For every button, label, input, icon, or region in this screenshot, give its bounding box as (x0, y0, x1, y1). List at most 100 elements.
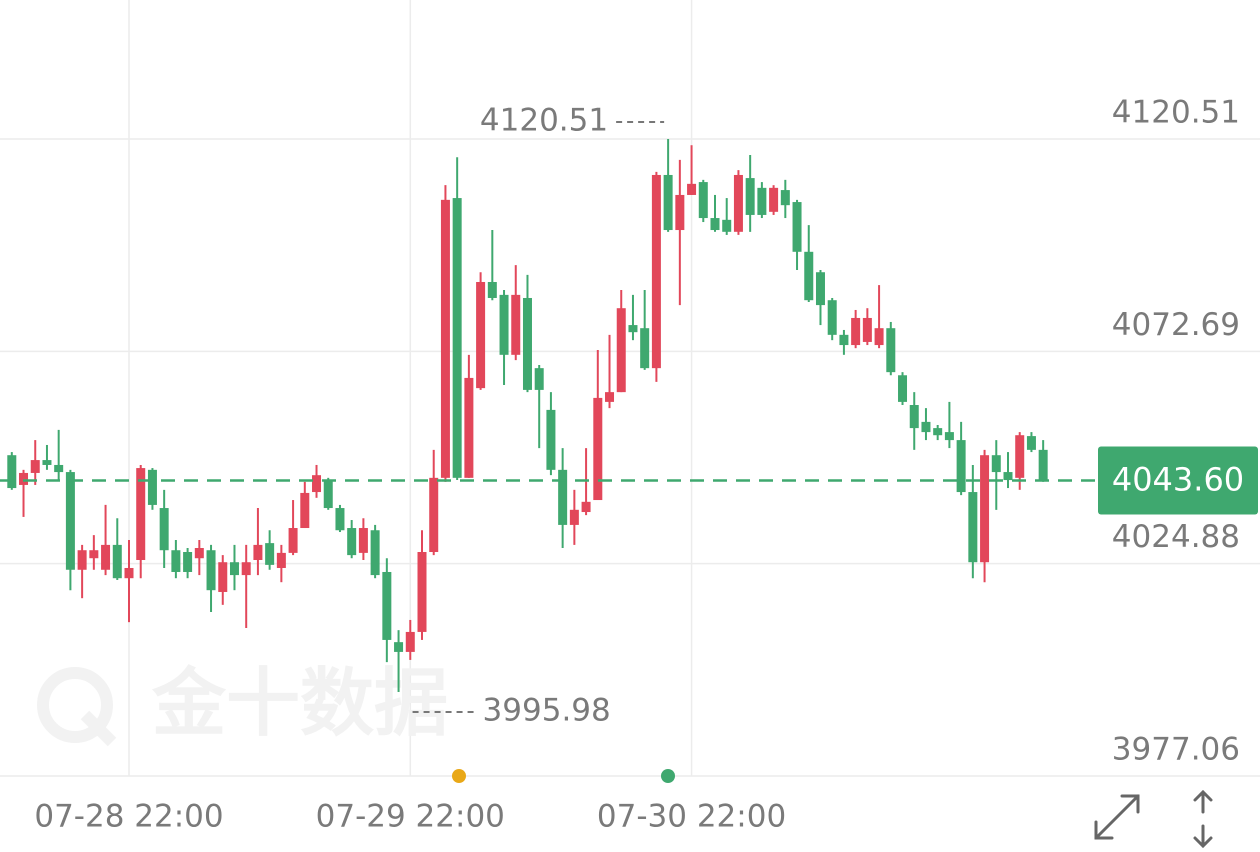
candle-body (1038, 449, 1048, 481)
candle-body (30, 460, 40, 473)
candle-body (909, 405, 919, 429)
candle-body (335, 508, 345, 531)
candle-body (7, 455, 17, 489)
last-price-label: 4043.60 (1112, 461, 1244, 499)
candle-body (980, 455, 990, 563)
candle-body (651, 174, 661, 369)
candle-body (487, 281, 497, 298)
event-dot[interactable] (452, 769, 466, 783)
candle-body (733, 174, 743, 232)
candle-body (628, 325, 638, 333)
candle-body (323, 480, 333, 509)
candle-body (1026, 436, 1036, 450)
candle-body (265, 543, 275, 565)
candle-body (241, 562, 251, 576)
candle-body (968, 492, 978, 563)
candle-body (546, 409, 556, 470)
candle-body (65, 472, 75, 570)
candle-body (417, 552, 427, 632)
candle-body (440, 199, 450, 478)
candle-body (675, 194, 685, 231)
candle-body (147, 469, 157, 505)
min-label: 3995.98 (483, 692, 611, 728)
candle-body (862, 317, 872, 342)
candle-body (569, 509, 579, 525)
watermark-logo (37, 667, 117, 747)
candle-body (769, 187, 779, 212)
candle-body (183, 552, 193, 572)
candle-body (804, 251, 814, 301)
watermark: 金十数据 (152, 661, 448, 747)
candle-body (89, 550, 99, 559)
candle-body (710, 218, 720, 231)
candle-body (593, 397, 603, 501)
candle-body (136, 468, 146, 560)
candle-body (429, 477, 439, 553)
candle-body (851, 317, 861, 346)
candle-body (499, 294, 509, 355)
candle-body (112, 544, 122, 579)
candle-body (745, 178, 755, 215)
candle-body (792, 202, 802, 252)
y-tick-label: 4024.88 (1112, 519, 1240, 555)
max-label: 4120.51 (480, 102, 608, 138)
candle-body (534, 368, 544, 390)
candle-body (370, 530, 380, 576)
candle-body (276, 552, 286, 568)
fullscreen-icon[interactable] (1094, 794, 1140, 840)
candle-body (312, 475, 322, 493)
candle-body (452, 198, 462, 478)
y-tick-label: 3977.06 (1112, 732, 1240, 768)
candle-body (394, 642, 404, 652)
candle-body (77, 550, 87, 570)
candle-body (991, 455, 1001, 473)
candle-body (54, 464, 64, 473)
candle-body (757, 187, 767, 215)
candle-body (464, 377, 474, 478)
candle-body (347, 528, 357, 556)
candle-body (300, 492, 310, 529)
last-price-tag (1098, 446, 1258, 515)
candle-body (874, 328, 884, 346)
candle-body (933, 428, 943, 436)
candle-body (605, 392, 615, 402)
candle-body (42, 460, 52, 465)
candle-body (581, 501, 591, 513)
candle-body (171, 550, 181, 572)
candle-body (19, 472, 29, 485)
candle-body (218, 562, 228, 592)
candle-body (405, 631, 415, 652)
candle-body (886, 328, 896, 373)
event-dot[interactable] (661, 769, 675, 783)
candle-body (1015, 435, 1025, 478)
x-tick-label: 07-30 22:00 (597, 799, 786, 835)
candle-body (921, 421, 931, 433)
candle-body (839, 334, 849, 346)
candle-body (206, 550, 216, 591)
x-tick-label: 07-29 22:00 (316, 799, 505, 835)
candle-body (956, 440, 966, 493)
candle-body (101, 544, 111, 570)
candle-body (722, 219, 732, 232)
candle-body (476, 281, 486, 389)
candle-body (159, 508, 169, 551)
candle-body (522, 297, 532, 390)
candle-body (511, 294, 521, 355)
candle-body (815, 272, 825, 306)
x-tick-label: 07-28 22:00 (34, 799, 223, 835)
candle-body (698, 182, 708, 219)
candle-body (616, 308, 626, 393)
scale-icon[interactable] (1193, 789, 1213, 849)
candle-body (827, 300, 837, 335)
candle-body (663, 174, 673, 231)
candle-body (382, 571, 392, 640)
candle-body (288, 528, 298, 553)
y-tick-label: 4072.69 (1112, 307, 1240, 343)
candle-body (358, 528, 368, 553)
candle-body (229, 562, 239, 576)
candle-body (558, 469, 568, 525)
candle-body (253, 544, 263, 560)
y-tick-label: 4120.51 (1112, 94, 1240, 130)
